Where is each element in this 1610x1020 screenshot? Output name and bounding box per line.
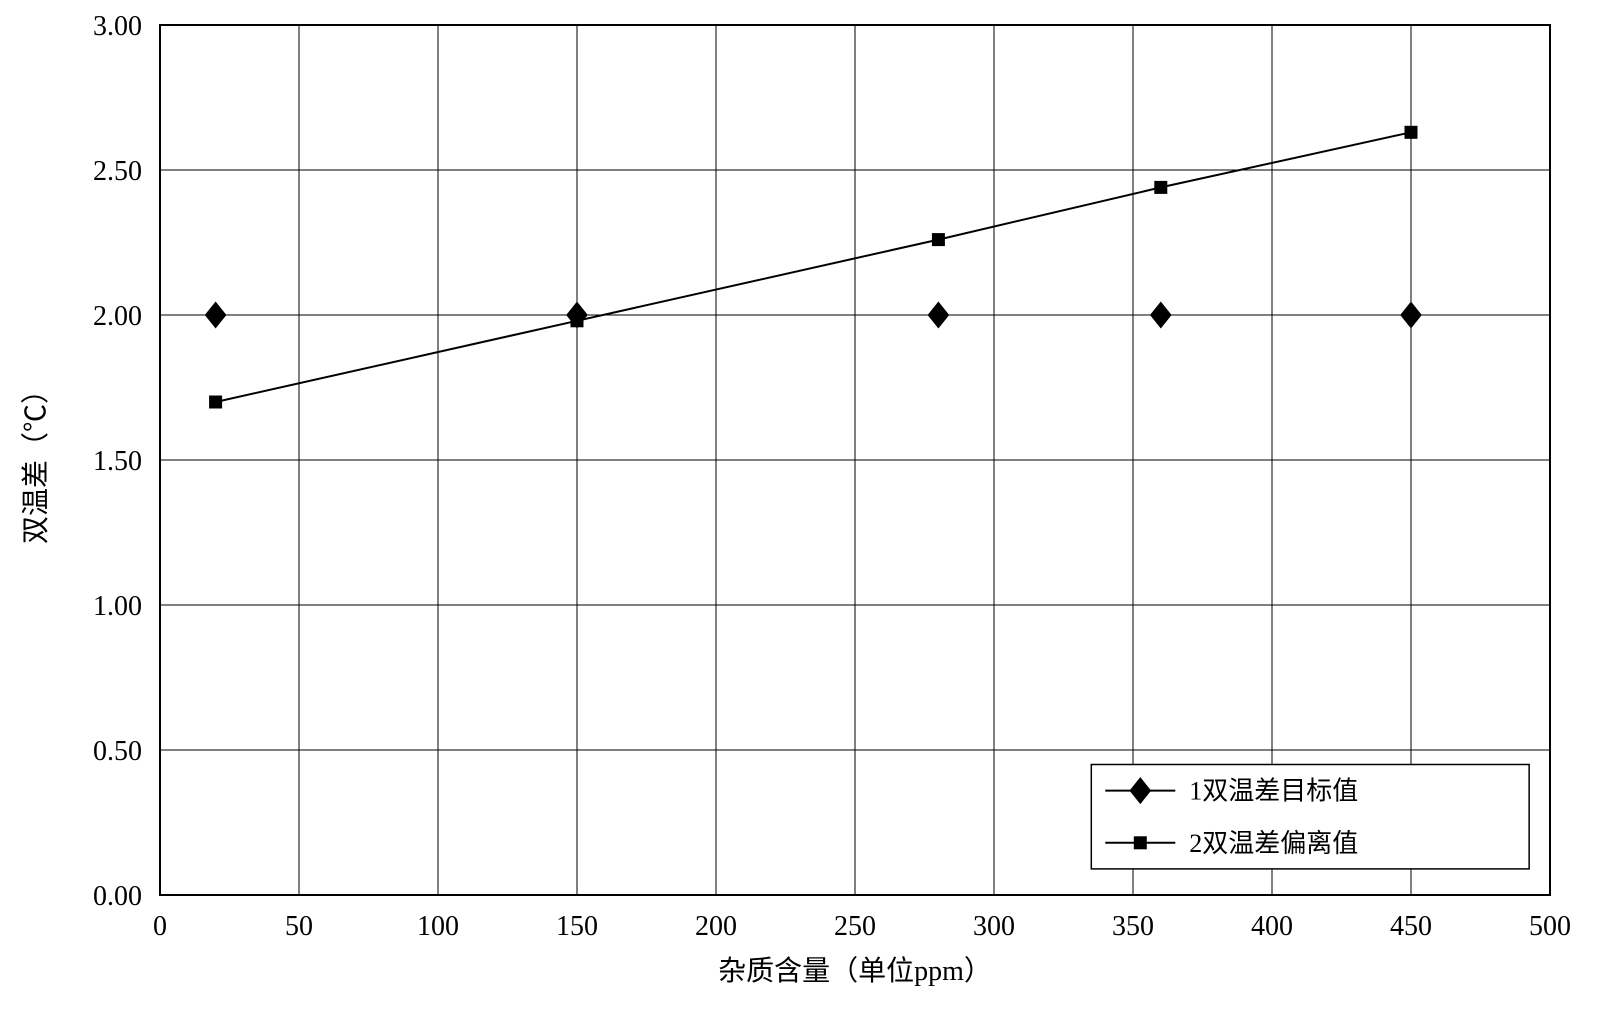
x-tick-label: 50 bbox=[285, 911, 313, 942]
series-1-marker bbox=[1155, 181, 1167, 193]
y-tick-label: 1.50 bbox=[93, 446, 142, 477]
y-tick-label: 3.00 bbox=[93, 11, 142, 42]
y-tick-label: 2.00 bbox=[93, 301, 142, 332]
legend: 1双温差目标值 2双温差偏离值 bbox=[1091, 765, 1529, 869]
y-axis-label: 双温差（℃） bbox=[20, 376, 52, 544]
x-tick-label: 250 bbox=[834, 911, 876, 942]
x-axis-label: 杂质含量（单位ppm） bbox=[718, 955, 992, 987]
x-tick-label: 0 bbox=[153, 911, 167, 942]
x-tick-label: 400 bbox=[1251, 911, 1293, 942]
series-1-marker bbox=[932, 234, 944, 246]
y-tick-label: 1.00 bbox=[93, 591, 142, 622]
y-tick-label: 0.50 bbox=[93, 736, 142, 767]
series-1-marker bbox=[210, 396, 222, 408]
legend-sample-marker-1 bbox=[1134, 837, 1146, 849]
x-tick-label: 150 bbox=[556, 911, 598, 942]
series-1-marker bbox=[1405, 126, 1417, 138]
x-tick-label: 350 bbox=[1112, 911, 1154, 942]
x-tick-label: 500 bbox=[1529, 911, 1571, 942]
legend-label-0: 1双温差目标值 bbox=[1189, 777, 1358, 806]
legend-label-1: 2双温差偏离值 bbox=[1189, 829, 1358, 858]
series-1-marker bbox=[571, 315, 583, 327]
chart-svg: 0 50 100 150 200 250 300 350 400 450 500 0.00 0.50 1.… bbox=[0, 0, 1610, 1020]
x-tick-label: 300 bbox=[973, 911, 1015, 942]
chart-container: 0 50 100 150 200 250 300 350 400 450 500 0.00 0.50 1.… bbox=[0, 0, 1610, 1020]
y-tick-label: 2.50 bbox=[93, 156, 142, 187]
x-tick-label: 100 bbox=[417, 911, 459, 942]
y-tick-label: 0.00 bbox=[93, 881, 142, 912]
x-tick-label: 450 bbox=[1390, 911, 1432, 942]
x-tick-label: 200 bbox=[695, 911, 737, 942]
